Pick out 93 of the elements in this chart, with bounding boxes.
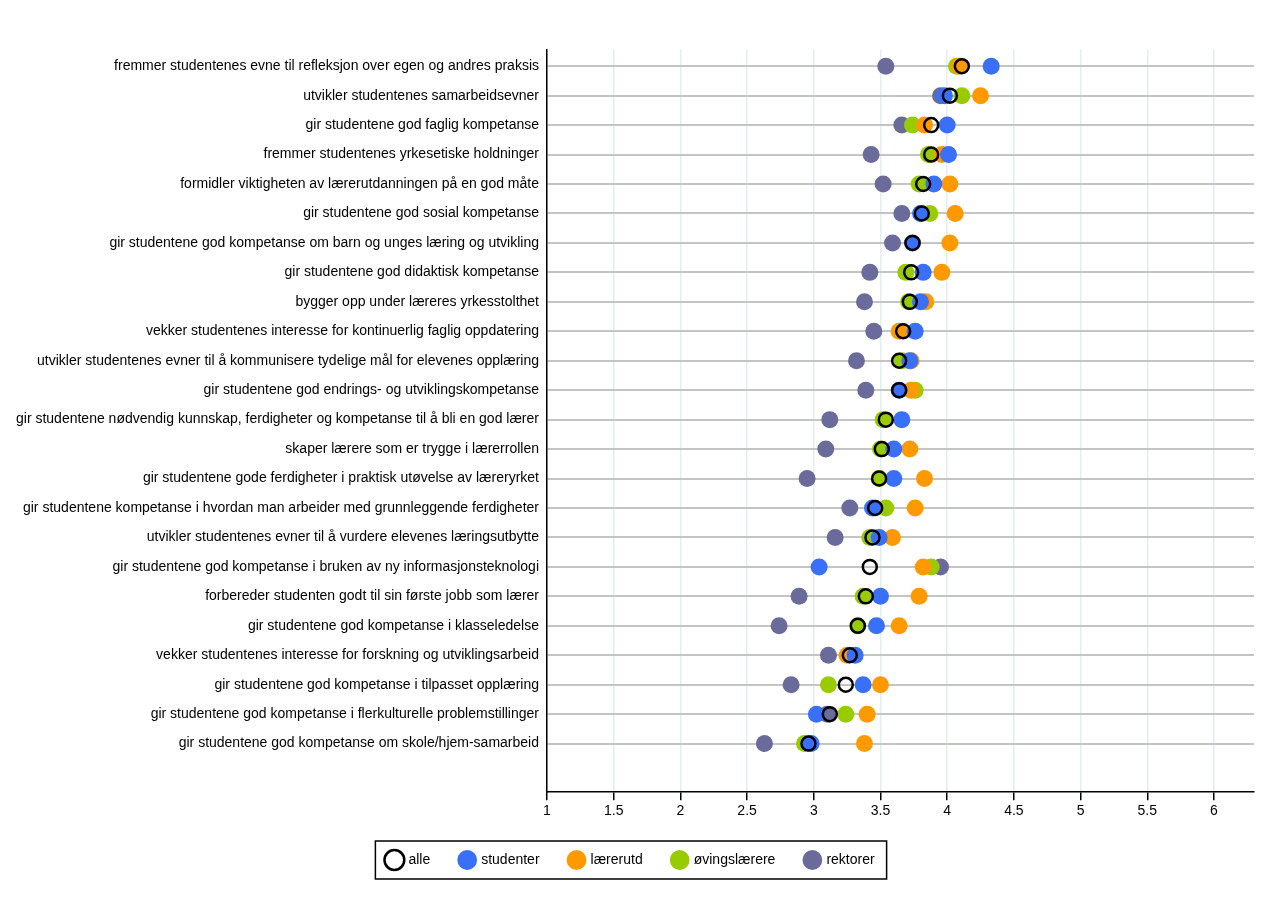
- point: [871, 587, 889, 605]
- point: [810, 558, 828, 576]
- point: [946, 204, 964, 222]
- y-tick-label: utvikler studentenes evner til å kommunisere tydelige mål for elevenes opplæring: [37, 351, 539, 368]
- point: [893, 411, 911, 429]
- point: [782, 676, 800, 694]
- point: [941, 234, 959, 252]
- point: [893, 204, 911, 222]
- y-tick-label: gir studentene nødvendig kunnskap, ferdigheter og kompetanse til å bli en god lærer: [15, 410, 540, 427]
- y-tick-label: utvikler studentenes samarbeidsevner: [303, 86, 540, 103]
- legend-label: øvingslærere: [693, 850, 776, 867]
- point: [847, 352, 865, 370]
- point: [837, 705, 855, 723]
- point: [798, 470, 816, 488]
- point: [807, 705, 825, 723]
- point: [916, 470, 934, 488]
- point: [861, 558, 879, 576]
- y-tick-label: gir studentene god kompetanse om skole/hjem-samarbeid: [178, 734, 539, 751]
- legend-label: alle: [408, 850, 431, 867]
- point: [874, 175, 892, 193]
- x-tick-label: 4.5: [1004, 802, 1024, 819]
- point: [861, 263, 879, 281]
- point: [855, 293, 873, 311]
- point: [854, 676, 872, 694]
- point: [933, 263, 951, 281]
- point: [770, 617, 788, 635]
- x-tick-label: 3: [809, 802, 818, 819]
- point: [857, 381, 875, 399]
- point: [982, 57, 1000, 75]
- point: [858, 705, 876, 723]
- point: [883, 234, 901, 252]
- y-tick-label: gir studentene god kompetanse i klasseledelse: [247, 616, 540, 633]
- point: [941, 87, 959, 104]
- y-tick-label: skaper lærere som er trygge i lærerrollen: [285, 439, 539, 456]
- x-tick-label: 3.5: [870, 802, 891, 819]
- point: [841, 499, 859, 517]
- x-tick-label: 5: [1076, 802, 1085, 819]
- point: [906, 499, 924, 517]
- point: [871, 676, 889, 694]
- y-tick-label: forbereder studenten godt til sin første jobb som lærer: [205, 587, 540, 604]
- point: [817, 440, 835, 458]
- point: [826, 528, 844, 546]
- point: [972, 87, 990, 105]
- x-tick-label: 2.5: [737, 802, 758, 819]
- x-tick-label: 2: [676, 802, 685, 819]
- point: [901, 440, 919, 458]
- point: [902, 264, 920, 281]
- legend-label: lærerutd: [590, 850, 643, 867]
- y-tick-label: gir studentene kompetanse i hvordan man arbeider med grunnleggende ferdigheter: [22, 498, 540, 515]
- point: [922, 116, 940, 134]
- point: [755, 735, 773, 753]
- point: [910, 587, 928, 605]
- x-tick-label: 4: [943, 802, 952, 819]
- x-tick-label: 6: [1210, 802, 1219, 819]
- point: [877, 57, 895, 75]
- y-tick-label: gir studentene god kompetanse i bruken av ny informasjonsteknologi: [112, 557, 539, 574]
- point: [941, 175, 959, 193]
- point: [862, 146, 880, 164]
- y-tick-label: gir studentene god faglig kompetanse: [305, 115, 540, 132]
- point: [790, 587, 808, 605]
- point: [819, 676, 837, 694]
- y-tick-label: gir studentene god kompetanse om barn og unges læring og utvikling: [109, 233, 539, 250]
- x-tick-label: 1: [543, 802, 552, 819]
- point: [819, 646, 837, 664]
- point: [938, 116, 956, 134]
- point: [865, 322, 883, 340]
- y-tick-label: bygger opp under læreres yrkesstolthet: [295, 292, 540, 309]
- point: [940, 146, 958, 164]
- y-tick-label: gir studentene god endrings- og utviklingskompetanse: [203, 381, 540, 398]
- y-tick-label: fremmer studentenes evne til refleksjon over egen og andres praksis: [114, 57, 539, 74]
- point: [855, 735, 873, 753]
- x-tick-label: 1.5: [603, 802, 624, 819]
- legend-label: studenter: [481, 850, 540, 867]
- y-tick-label: utvikler studentenes evner til å vurdere elevenes læringsutbytte: [146, 528, 540, 545]
- legend-label: rektorer: [826, 850, 875, 867]
- y-tick-label: fremmer studentenes yrkesetiske holdninger: [263, 145, 540, 162]
- y-tick-label: gir studentene god didaktisk kompetanse: [284, 263, 540, 280]
- y-tick-label: gir studentene god sosial kompetanse: [303, 204, 540, 221]
- y-tick-label: vekker studentenes interesse for kontinuerlig faglig oppdatering: [145, 322, 539, 339]
- point: [821, 411, 839, 429]
- y-tick-label: gir studentene god kompetanse i tilpasset opplæring: [214, 675, 539, 692]
- point: [914, 558, 932, 576]
- y-tick-label: formidler viktigheten av lærerutdanningen på en god måte: [180, 174, 540, 191]
- point: [890, 617, 908, 635]
- point: [885, 470, 903, 488]
- point: [894, 323, 912, 340]
- y-tick-label: vekker studentenes interesse for forskning og utviklingsarbeid: [156, 646, 539, 663]
- point: [837, 676, 855, 693]
- point: [867, 617, 885, 635]
- y-tick-label: gir studentene gode ferdigheter i praktisk utøvelse av læreryrket: [142, 469, 540, 486]
- y-tick-label: gir studentene god kompetanse i flerkulturelle problemstillinger: [150, 705, 540, 722]
- x-tick-label: 5.5: [1137, 802, 1158, 819]
- point: [914, 175, 932, 193]
